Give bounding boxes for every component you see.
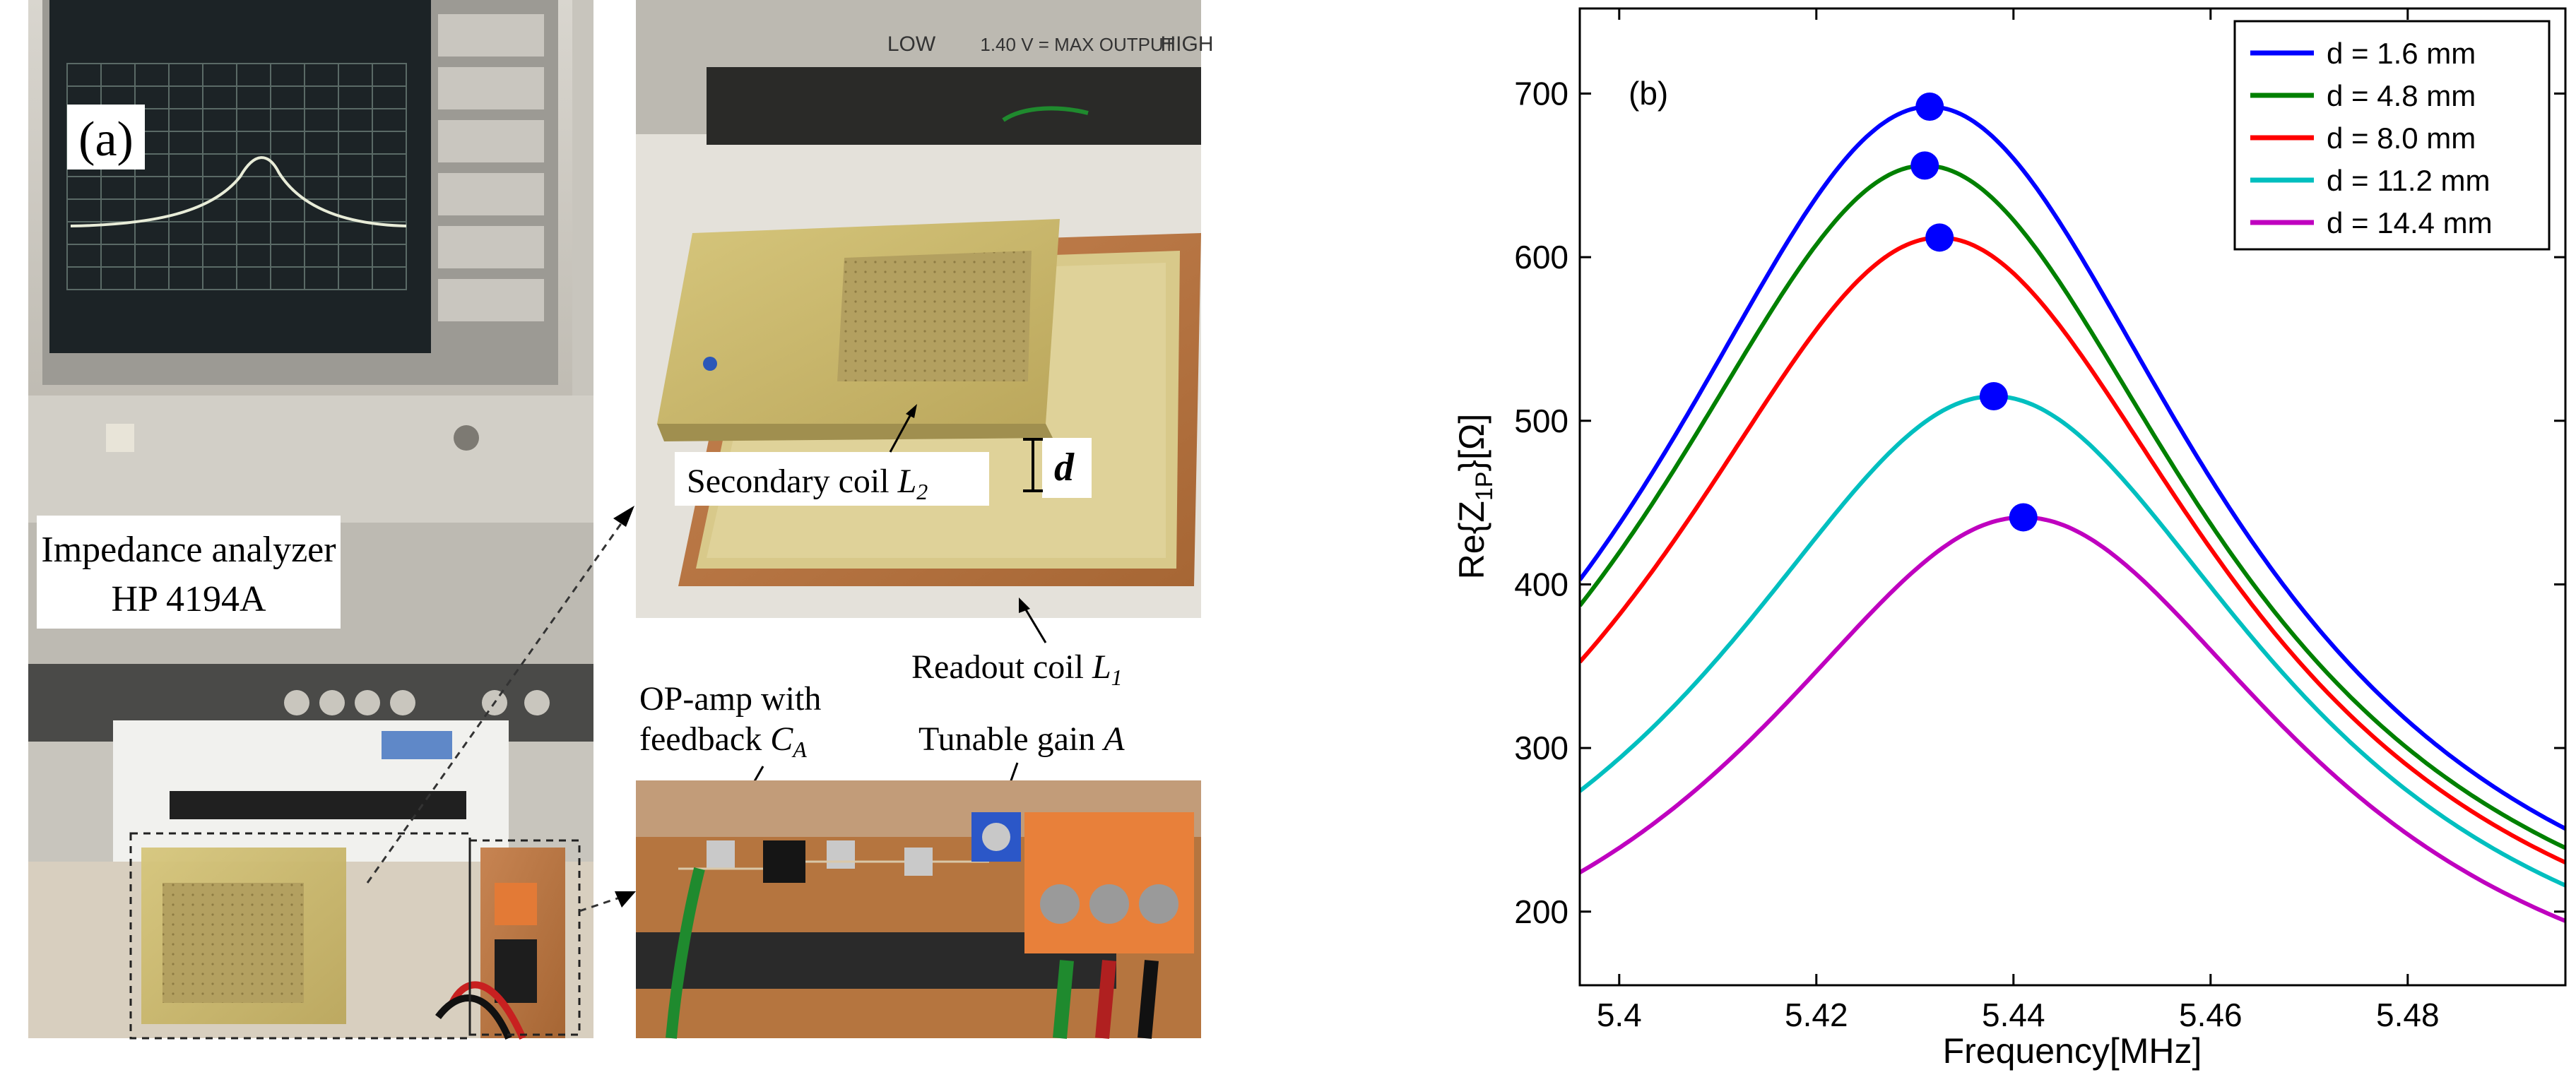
x-tick-label: 5.42 bbox=[1785, 997, 1848, 1033]
gain-label: Tunable gain A bbox=[918, 720, 1125, 758]
fixture-label-max: 1.40 V = MAX OUTPUT bbox=[980, 34, 1174, 55]
secondary-coil-label-box bbox=[675, 452, 989, 506]
secondary-coil-label: Secondary coil L2 bbox=[687, 463, 928, 504]
peak-marker-1 bbox=[1915, 92, 1944, 121]
opamp-chip bbox=[763, 840, 805, 883]
zoom-line-coils bbox=[366, 522, 623, 884]
analyzer-photo bbox=[28, 0, 593, 1040]
line-switch bbox=[106, 424, 134, 452]
analyzer-label-box bbox=[37, 516, 341, 629]
tick-layer: 5.4 5.42 5.44 5.46 5.48 200 300 400 500 600 700 bbox=[1514, 8, 2565, 1033]
peak-marker-2 bbox=[1910, 151, 1939, 180]
terminal-block bbox=[1024, 812, 1194, 953]
opamp-label-line2: feedback CA bbox=[639, 720, 807, 762]
y-tick-label: 200 bbox=[1514, 893, 1568, 930]
plot-frame bbox=[1578, 7, 2567, 987]
x-tick-label: 5.48 bbox=[2376, 997, 2440, 1033]
x-axis-label: Frequency[MHz] bbox=[1943, 1031, 2202, 1071]
panel-b-label: (b) bbox=[1629, 75, 1668, 112]
secondary-coil-pointer bbox=[889, 412, 913, 453]
fixture-label-low: LOW bbox=[887, 32, 936, 56]
legend: d = 1.6 mm d = 4.8 mm d = 8.0 mm d = 11.2 m… bbox=[2233, 20, 2551, 251]
analyzer-resonance-trace bbox=[70, 156, 407, 227]
legend-label-1: d = 1.6 mm bbox=[2327, 37, 2476, 70]
legend-label-5: d = 14.4 mm bbox=[2327, 206, 2493, 239]
legend-entries: d = 1.6 mm d = 4.8 mm d = 8.0 mm d = 11.2 m… bbox=[2250, 37, 2493, 239]
distance-label: d bbox=[1054, 446, 1075, 489]
y-tick-label: 600 bbox=[1514, 239, 1568, 275]
x-tick-label: 5.46 bbox=[2179, 997, 2243, 1033]
legend-label-3: d = 8.0 mm bbox=[2327, 121, 2476, 155]
y-tick-label: 500 bbox=[1514, 403, 1568, 439]
series-lines bbox=[1580, 104, 2565, 923]
opamp-label-line1: OP-amp with bbox=[639, 680, 821, 718]
panel-a-label-box bbox=[67, 105, 145, 170]
legend-label-4: d = 11.2 mm bbox=[2327, 164, 2491, 197]
series-line-3 bbox=[1580, 235, 2565, 864]
peak-marker-3 bbox=[1925, 223, 1954, 252]
secondary-coil-winding bbox=[837, 251, 1032, 381]
readout-coil-label: Readout coil L1 bbox=[911, 648, 1123, 690]
y-tick-label: 300 bbox=[1514, 730, 1568, 766]
plot-content bbox=[1580, 92, 2565, 923]
x-tick-label: 5.4 bbox=[1597, 997, 1642, 1033]
series-line-5 bbox=[1580, 515, 2565, 923]
dashed-region-coils bbox=[129, 832, 471, 1040]
analyzer-softkeys bbox=[438, 14, 544, 321]
distance-label-box bbox=[1042, 438, 1092, 498]
analyzer-label-line1: Impedance analyzer bbox=[41, 530, 336, 570]
series-line-1 bbox=[1580, 104, 2565, 831]
intensity-knob bbox=[454, 425, 479, 451]
y-axis-label: Re{Z1P}[Ω] bbox=[1452, 414, 1498, 580]
readout-coil-pointer bbox=[1023, 607, 1047, 643]
peak-marker-4 bbox=[1979, 382, 2008, 411]
analyzer-label-line2: HP 4194A bbox=[111, 579, 266, 619]
peak-marker-5 bbox=[2009, 503, 2038, 532]
x-tick-label: 5.44 bbox=[1982, 997, 2045, 1033]
zoom-arrow-circuit bbox=[615, 891, 636, 908]
connector-row bbox=[284, 690, 550, 715]
y-tick-label: 400 bbox=[1514, 566, 1568, 602]
panel-a-label: (a) bbox=[78, 112, 134, 167]
circuit-photo bbox=[636, 780, 1201, 1039]
series-line-4 bbox=[1580, 394, 2565, 888]
legend-label-2: d = 4.8 mm bbox=[2327, 79, 2476, 112]
dashed-region-circuit bbox=[468, 839, 581, 1036]
zoom-arrow-coils bbox=[613, 506, 634, 527]
fixture-label-high: HIGH bbox=[1161, 32, 1214, 56]
y-tick-label: 700 bbox=[1514, 75, 1568, 112]
fixture-top-labels: LOW 1.40 V = MAX OUTPUT HIGH bbox=[887, 32, 1214, 56]
series-line-2 bbox=[1580, 163, 2565, 850]
